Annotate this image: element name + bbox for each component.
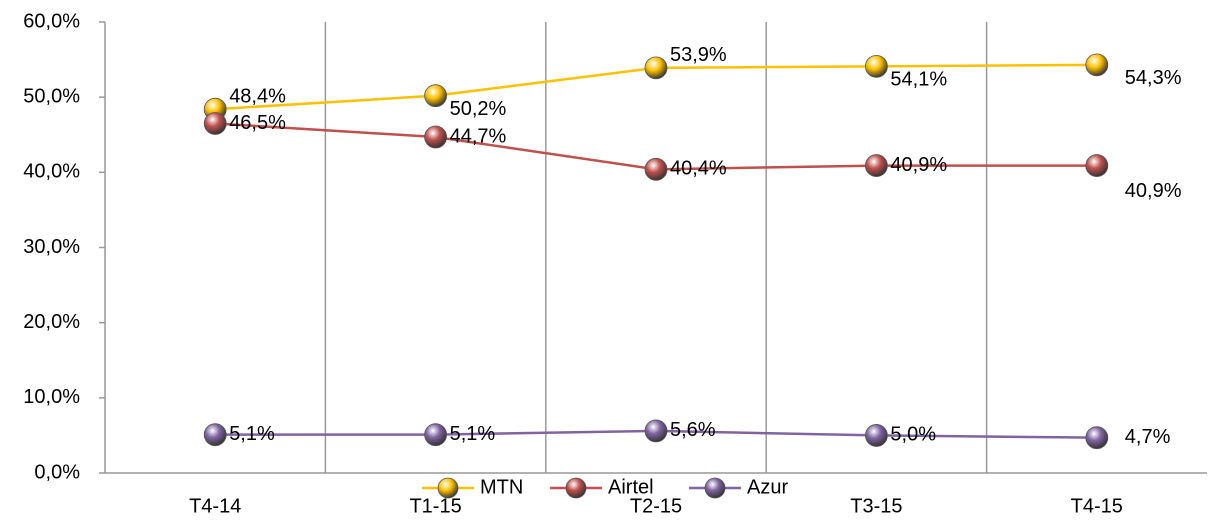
marker — [203, 423, 227, 447]
data-label: 48,4% — [229, 85, 286, 107]
data-label: 50,2% — [450, 98, 507, 120]
y-tick-label: 50,0% — [23, 85, 80, 107]
y-tick-label: 30,0% — [23, 236, 80, 258]
legend-marker — [437, 477, 459, 499]
data-label: 40,4% — [670, 158, 727, 180]
data-label: 54,1% — [890, 69, 947, 91]
x-tick-label: T3-15 — [850, 495, 902, 517]
x-tick-label: T1-15 — [409, 495, 461, 517]
data-label: 40,9% — [1125, 180, 1182, 202]
data-label: 5,0% — [890, 424, 936, 446]
data-label: 5,1% — [450, 423, 496, 445]
marker — [424, 84, 448, 108]
y-tick-label: 40,0% — [23, 161, 80, 183]
marker — [1085, 426, 1109, 450]
marker — [644, 419, 668, 443]
marker — [1085, 154, 1109, 177]
x-tick-label: T2-15 — [630, 495, 682, 517]
data-label: 53,9% — [670, 44, 727, 66]
legend-label: MTN — [480, 476, 523, 498]
data-label: 44,7% — [450, 125, 507, 147]
x-tick-label: T4-14 — [189, 495, 241, 517]
y-tick-label: 20,0% — [23, 311, 80, 333]
data-label: 5,6% — [670, 419, 716, 441]
marker — [203, 112, 227, 135]
data-label: 4,7% — [1125, 426, 1171, 448]
marker — [865, 424, 888, 447]
marker — [865, 54, 888, 78]
y-tick-label: 0,0% — [34, 461, 80, 483]
legend-marker — [565, 477, 587, 499]
marker — [1085, 53, 1109, 77]
data-label: 54,3% — [1125, 67, 1182, 89]
legend-marker — [704, 477, 726, 499]
y-tick-label: 60,0% — [23, 10, 80, 32]
marker — [424, 125, 448, 149]
marker — [644, 157, 668, 181]
x-tick-label: T4-15 — [1071, 495, 1123, 517]
data-label: 40,9% — [890, 154, 947, 176]
marker — [865, 154, 888, 177]
marker — [644, 56, 668, 80]
y-tick-label: 10,0% — [23, 386, 80, 408]
data-label: 46,5% — [229, 112, 286, 134]
legend-label: Azur — [747, 476, 788, 498]
legend-label: Airtel — [608, 476, 654, 498]
marker — [424, 423, 448, 447]
data-label: 5,1% — [229, 423, 275, 445]
